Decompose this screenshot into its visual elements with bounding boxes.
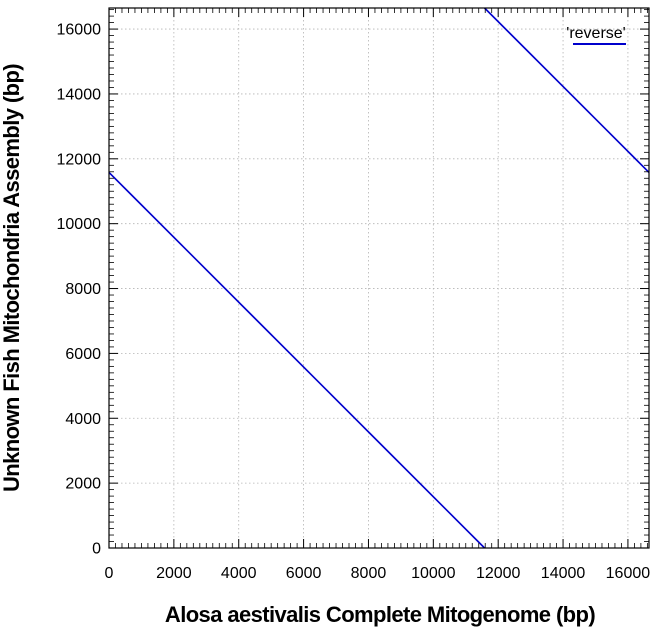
x-tick-label: 8000	[351, 565, 387, 582]
y-tick-label: 10000	[57, 216, 102, 233]
x-tick-label: 12000	[476, 565, 521, 582]
x-tick-label: 14000	[541, 565, 586, 582]
x-tick-label: 6000	[286, 565, 322, 582]
y-tick-label: 8000	[65, 281, 101, 298]
legend-label: 'reverse'	[566, 25, 625, 42]
axis-ticks	[108, 8, 649, 549]
x-tick-label: 4000	[221, 565, 257, 582]
y-tick-label: 14000	[57, 86, 102, 103]
series-reverse-lines	[108, 7, 650, 549]
y-tick-label: 12000	[57, 151, 102, 168]
series-reverse-segment	[484, 7, 650, 173]
x-tick-labels: 0 2000 4000 6000 8000 10000 12000 14000 16000	[105, 565, 651, 582]
series-reverse-segment	[108, 171, 486, 549]
grid-lines	[109, 8, 649, 548]
plot-frame	[108, 7, 650, 549]
y-tick-labels: 0 2000 4000 6000 8000 10000 12000 14000 16000	[57, 22, 102, 558]
y-tick-label: 16000	[57, 22, 102, 39]
y-tick-label: 2000	[65, 476, 101, 493]
y-tick-label: 6000	[65, 346, 101, 363]
x-axis-title: Alosa aestivalis Complete Mitogenome (bp…	[165, 602, 595, 627]
x-tick-label: 0	[105, 565, 114, 582]
x-tick-label: 16000	[606, 565, 651, 582]
y-tick-label: 0	[92, 541, 101, 558]
x-tick-label: 10000	[411, 565, 456, 582]
legend: 'reverse'	[566, 25, 626, 45]
y-axis-title: Unknown Fish Mitochondria Assembly (bp)	[0, 64, 24, 492]
y-tick-label: 4000	[65, 411, 101, 428]
x-tick-label: 2000	[156, 565, 192, 582]
